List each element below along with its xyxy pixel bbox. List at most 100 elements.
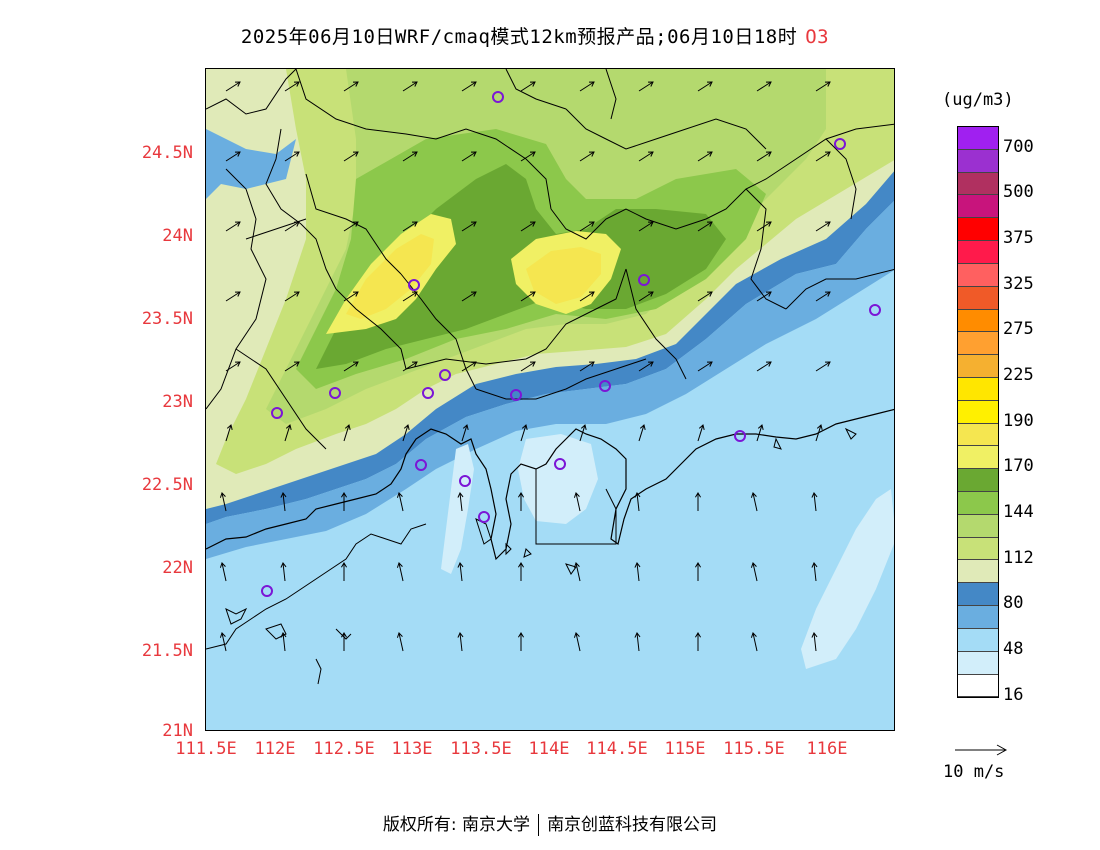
station-marker: [492, 91, 504, 103]
legend-swatch: [958, 514, 998, 538]
legend-swatch: [958, 377, 998, 401]
species-label: O3: [805, 26, 830, 48]
wind-arrow: [636, 632, 640, 652]
wind-arrow: [343, 424, 350, 442]
wind-arrow-head: [706, 81, 713, 87]
lon-label: 114.5E: [586, 739, 648, 759]
wind-arrow: [520, 81, 536, 92]
wind-arrow: [225, 81, 241, 92]
wind-arrow-head: [517, 632, 525, 638]
wind-arrow: [402, 361, 418, 372]
station-marker: [554, 458, 566, 470]
wind-arrow-head: [647, 151, 654, 157]
lat-label: 21N: [162, 721, 193, 741]
station-marker: [261, 585, 273, 597]
wind-arrow: [282, 632, 286, 652]
wind-arrow: [697, 424, 704, 442]
lat-label: 22N: [162, 558, 193, 578]
legend-swatch: [958, 651, 998, 675]
footer: 版权所有: 南京大学 南京创蓝科技有限公司: [0, 810, 1100, 836]
wind-arrow: [398, 492, 404, 512]
wind-arrow-head: [706, 361, 713, 367]
wind-arrow-head: [824, 81, 831, 87]
monitoring-stations: [261, 91, 881, 597]
wind-arrow-head: [234, 81, 241, 87]
legend-swatch: [958, 583, 998, 607]
wind-arrow: [756, 151, 772, 162]
wind-arrow: [638, 151, 654, 162]
lat-label: 23.5N: [141, 309, 193, 329]
wind-arrow-head: [280, 632, 287, 638]
wind-arrow-head: [403, 424, 410, 430]
wind-arrow-head: [588, 291, 595, 297]
wind-arrow: [221, 492, 227, 512]
station-marker: [734, 430, 746, 442]
wind-arrow-head: [694, 632, 702, 638]
wind-arrow-head: [219, 632, 226, 638]
station-marker: [408, 279, 420, 291]
wind-arrow-head: [573, 632, 580, 638]
wind-arrow-head: [647, 361, 654, 367]
legend-swatch: [958, 628, 998, 652]
legend-swatch: [958, 606, 998, 629]
wind-arrow: [579, 291, 595, 302]
legend-swatch: [958, 355, 998, 378]
wind-arrow-head: [634, 492, 641, 498]
wind-arrow-head: [757, 424, 764, 430]
wind-arrow-head: [750, 492, 757, 498]
wind-arrow: [284, 151, 300, 162]
legend-swatch: [958, 469, 998, 492]
wind-arrow: [343, 81, 359, 92]
legend-label: 170: [1003, 456, 1034, 477]
wind-arrow: [815, 291, 831, 302]
wind-arrow: [221, 632, 227, 652]
wind-arrow: [756, 361, 772, 372]
wind-arrow-head: [280, 492, 287, 498]
wind-arrow: [343, 291, 359, 302]
wind-arrow: [343, 151, 359, 162]
wind-arrow-head: [234, 151, 241, 157]
wind-arrow-head: [824, 221, 831, 227]
station-marker: [638, 274, 650, 286]
wind-arrow-head: [529, 221, 536, 227]
wind-arrow-head: [293, 81, 300, 87]
wind-arrow-head: [470, 291, 477, 297]
wind-arrow-head: [285, 424, 292, 430]
wind-arrow: [284, 81, 300, 92]
wind-arrow: [752, 562, 758, 582]
wind-arrow-head: [694, 492, 702, 498]
wind-arrow: [402, 221, 418, 232]
wind-arrow: [579, 424, 586, 442]
wind-arrow: [575, 492, 581, 512]
wind-arrow-head: [396, 492, 403, 498]
wind-arrow: [638, 424, 645, 442]
hk-boundary: [535, 469, 617, 545]
wind-arrow: [579, 81, 595, 92]
lon-label: 115E: [664, 739, 706, 759]
wind-arrow-head: [462, 424, 469, 430]
footer-divider: [538, 814, 540, 836]
ozone-map[interactable]: [205, 68, 895, 731]
wind-arrow: [459, 492, 463, 512]
wind-arrow: [520, 151, 536, 162]
wind-arrow: [638, 291, 654, 302]
legend-swatch: [958, 446, 998, 470]
legend-swatch: [958, 423, 998, 447]
wind-arrow: [461, 221, 477, 232]
wind-arrow-head: [706, 291, 713, 297]
wind-arrow: [520, 361, 536, 372]
station-marker: [329, 387, 341, 399]
legend-label: 80: [1003, 593, 1024, 614]
legend-label: 275: [1003, 319, 1034, 340]
wind-arrow-head: [352, 361, 359, 367]
lat-label: 23N: [162, 392, 193, 412]
wind-arrow: [575, 562, 581, 582]
wind-arrow-head: [824, 291, 831, 297]
coastline: [206, 408, 894, 561]
wind-arrow-head: [340, 632, 348, 638]
legend-unit: (ug/m3): [942, 90, 1014, 110]
wind-arrow-head: [457, 632, 464, 638]
legend-swatch: [958, 560, 998, 584]
legend-label: 16: [1003, 684, 1024, 705]
wind-arrow: [402, 424, 409, 442]
